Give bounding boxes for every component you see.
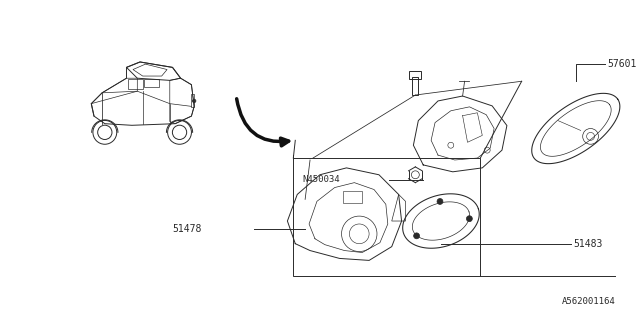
Bar: [412, 77, 419, 95]
FancyArrowPatch shape: [237, 99, 289, 146]
Circle shape: [413, 233, 420, 239]
Text: 51478: 51478: [172, 224, 202, 234]
Circle shape: [193, 100, 195, 102]
Circle shape: [437, 198, 443, 204]
Text: 51483: 51483: [573, 239, 602, 249]
Text: 57601: 57601: [607, 59, 637, 68]
Bar: [342, 191, 362, 203]
Text: A562001164: A562001164: [561, 297, 615, 306]
Circle shape: [467, 216, 472, 222]
Text: N450034: N450034: [302, 175, 340, 184]
Bar: [410, 71, 421, 79]
